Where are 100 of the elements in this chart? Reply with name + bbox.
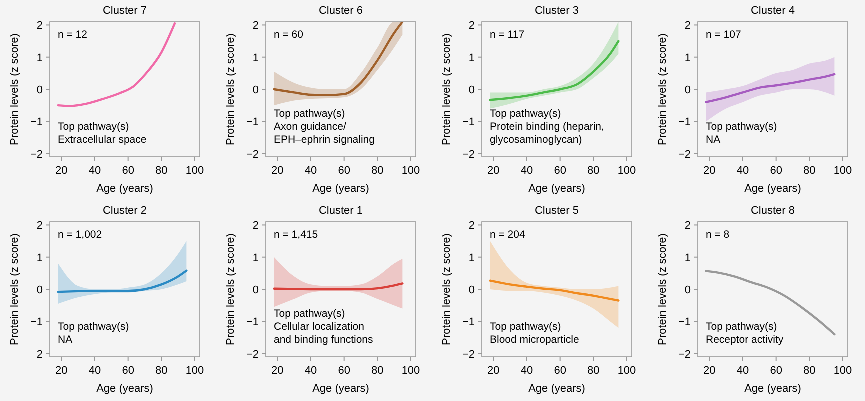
x-tick-label: 100 — [834, 165, 852, 177]
x-tick-label: 100 — [186, 365, 204, 377]
y-axis-title: Protein levels (z score) — [9, 34, 21, 146]
x-axis-title: Age (years) — [528, 183, 586, 195]
y-tick-label: −2 — [246, 348, 259, 361]
annotation: n = 107 — [706, 29, 742, 41]
annotation: Top pathway(s) NA — [706, 121, 778, 146]
annotation: n = 60 — [274, 29, 304, 41]
x-tick-label: 40 — [736, 365, 750, 377]
x-tick-label: 80 — [372, 365, 384, 377]
annotation: n = 1,002 — [58, 229, 102, 241]
x-tick-label: 60 — [338, 165, 350, 177]
x-axis-title: Age (years) — [312, 183, 370, 195]
y-tick-label: −1 — [30, 116, 43, 129]
x-tick-label: 60 — [770, 165, 782, 177]
x-tick-label: 60 — [554, 165, 566, 177]
x-tick-label: 100 — [618, 165, 636, 177]
y-tick-label: 1 — [252, 252, 259, 264]
x-axis-title: Age (years) — [744, 383, 802, 395]
y-tick-label: 0 — [36, 84, 43, 96]
y-tick-label: 1 — [684, 252, 691, 264]
line-series — [489, 280, 620, 302]
y-tick-label: 1 — [468, 52, 475, 64]
annotation: Top pathway(s) Axon guidance/ EPH–ephrin signaling — [274, 108, 376, 146]
x-tick-label: 40 — [520, 365, 534, 377]
x-tick-label: 40 — [304, 165, 318, 177]
annotation: Top pathway(s) Protein binding (heparin, glycosaminoglycan) — [490, 108, 604, 146]
y-tick-label: 0 — [252, 284, 259, 296]
annotation: Top pathway(s) Extracellular space — [58, 121, 147, 146]
y-axis-title: Protein levels (z score) — [657, 34, 669, 146]
y-tick-label: 2 — [468, 20, 475, 32]
x-tick-label: 20 — [488, 365, 500, 377]
y-tick-label: 1 — [252, 52, 259, 64]
x-tick-label: 100 — [618, 365, 636, 377]
line-series — [57, 22, 176, 108]
x-tick-label: 20 — [56, 365, 68, 377]
x-tick-label: 80 — [156, 365, 168, 377]
y-tick-label: 2 — [252, 20, 259, 32]
y-tick-label: −1 — [462, 316, 475, 329]
annotation: Top pathway(s) Blood microparticle — [490, 321, 580, 346]
y-tick-label: 2 — [684, 220, 691, 232]
y-tick-label: −1 — [678, 116, 691, 129]
x-tick-label: 20 — [488, 165, 500, 177]
y-tick-label: −1 — [246, 316, 259, 329]
y-tick-label: −2 — [462, 148, 475, 161]
chart-title: Cluster 3 — [534, 5, 580, 17]
y-tick-label: −2 — [678, 148, 691, 161]
y-tick-label: 0 — [468, 84, 475, 96]
annotation: Top pathway(s) NA — [58, 321, 130, 346]
y-tick-label: −2 — [462, 348, 475, 361]
x-tick-label: 100 — [402, 365, 420, 377]
x-tick-label: 40 — [520, 165, 534, 177]
y-tick-label: 1 — [36, 252, 43, 264]
y-tick-label: 0 — [684, 84, 691, 96]
x-tick-label: 40 — [88, 365, 102, 377]
x-tick-label: 100 — [834, 365, 852, 377]
line-series — [489, 40, 620, 102]
chart-title: Cluster 6 — [318, 5, 364, 17]
chart-title: Cluster 8 — [750, 205, 796, 217]
y-axis-title: Protein levels (z score) — [225, 34, 237, 146]
x-tick-label: 60 — [122, 165, 134, 177]
x-tick-label: 80 — [804, 165, 816, 177]
y-axis-title: Protein levels (z score) — [657, 234, 669, 346]
annotation: n = 12 — [58, 29, 88, 41]
y-tick-label: 0 — [36, 284, 43, 296]
chart-title: Cluster 2 — [102, 205, 148, 217]
y-tick-label: 2 — [36, 20, 43, 32]
y-axis-title: Protein levels (z score) — [441, 234, 453, 346]
x-tick-label: 20 — [704, 365, 716, 377]
annotation: Top pathway(s) Cellular localization and binding functions — [274, 308, 374, 346]
y-tick-label: −2 — [30, 148, 43, 161]
chart-title: Cluster 1 — [318, 205, 364, 217]
x-tick-label: 20 — [704, 165, 716, 177]
x-tick-label: 20 — [272, 165, 284, 177]
y-tick-label: 1 — [684, 52, 691, 64]
y-axis-title: Protein levels (z score) — [9, 234, 21, 346]
x-tick-label: 60 — [770, 365, 782, 377]
y-tick-label: −1 — [30, 316, 43, 329]
x-tick-label: 80 — [588, 165, 600, 177]
y-tick-label: 1 — [468, 252, 475, 264]
x-tick-label: 80 — [588, 365, 600, 377]
x-tick-label: 60 — [554, 365, 566, 377]
y-tick-label: −1 — [678, 316, 691, 329]
x-tick-label: 40 — [88, 165, 102, 177]
y-tick-label: 0 — [252, 84, 259, 96]
x-tick-label: 60 — [122, 365, 134, 377]
annotation: n = 117 — [490, 29, 525, 41]
line-series — [705, 73, 836, 104]
line-series — [57, 270, 188, 294]
x-tick-label: 20 — [56, 165, 68, 177]
chart-title: Cluster 5 — [534, 205, 580, 217]
x-tick-label: 40 — [736, 165, 750, 177]
x-tick-label: 100 — [402, 165, 420, 177]
x-tick-label: 80 — [372, 165, 384, 177]
y-tick-label: −1 — [246, 116, 259, 129]
y-tick-label: −1 — [462, 116, 475, 129]
y-tick-label: 2 — [252, 220, 259, 232]
y-tick-label: 2 — [684, 20, 691, 32]
annotation: n = 1,415 — [274, 229, 318, 241]
y-tick-label: 2 — [36, 348, 43, 361]
